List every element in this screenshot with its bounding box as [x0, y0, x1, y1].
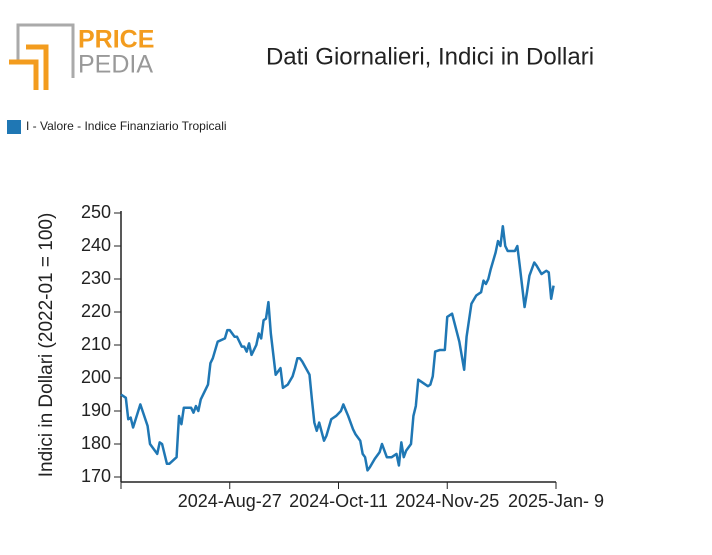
x-tick-label: 2024-Oct-11	[289, 491, 388, 511]
y-tick-label: 190	[81, 400, 111, 420]
y-axis-label: Indici in Dollari (2022-01 = 100)	[36, 213, 57, 478]
y-tick-label: 210	[81, 334, 111, 354]
logo-frame	[16, 23, 75, 78]
logo-mark	[9, 59, 39, 90]
logo-mark	[26, 44, 49, 90]
y-tick-label: 250	[81, 202, 111, 222]
data-line	[120, 224, 555, 472]
legend-label: I - Valore - Indice Finanziario Tropical…	[26, 119, 227, 133]
y-tick-label: 230	[81, 268, 111, 288]
x-tick-label: 2025-Jan- 9	[508, 491, 604, 511]
logo: PRICE PEDIA	[9, 23, 154, 90]
y-tick-label: 180	[81, 433, 111, 453]
logo-text: PEDIA	[78, 51, 153, 79]
x-tick-label: 2024-Nov-25	[395, 491, 499, 511]
y-tick-label: 240	[81, 235, 111, 255]
legend-swatch	[7, 120, 21, 134]
y-tick-label: 200	[81, 367, 111, 387]
y-tick-label: 220	[81, 301, 111, 321]
y-tick-label: 170	[81, 466, 111, 486]
chart-title: Dati Giornalieri, Indici in Dollari	[266, 43, 594, 70]
x-tick-label: 2024-Aug-27	[178, 491, 282, 511]
logo-text: PRICE	[78, 26, 154, 54]
